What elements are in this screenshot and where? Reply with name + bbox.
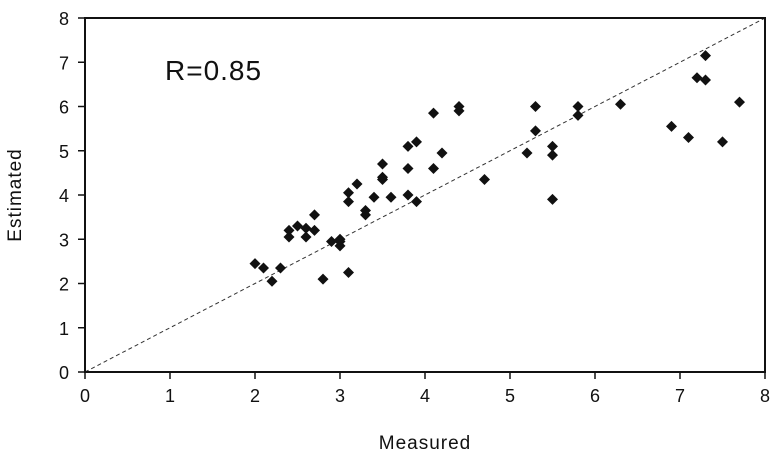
data-point [377, 171, 388, 183]
data-point [700, 74, 711, 86]
data-point [326, 235, 337, 247]
data-point [411, 136, 422, 148]
x-axis-title: Measured [379, 433, 472, 454]
x-tick-label: 2 [250, 386, 260, 406]
data-point [479, 174, 490, 186]
reference-line-layer [84, 17, 766, 373]
y-tick-label: 6 [59, 98, 69, 118]
data-point [343, 196, 354, 208]
reference-line [84, 17, 766, 373]
data-point [402, 140, 414, 152]
data-point [309, 209, 320, 221]
data-point [572, 109, 584, 121]
data-point [428, 107, 439, 119]
data-point [402, 189, 414, 201]
correlation-annotation: R=0.85 [165, 55, 262, 86]
y-axis-ticks: 0 1 2 3 4 5 6 7 8 [59, 9, 85, 383]
y-tick-label: 8 [59, 9, 69, 29]
data-point [615, 98, 626, 110]
y-tick-label: 4 [59, 186, 69, 206]
x-tick-label: 8 [760, 386, 770, 406]
data-point [436, 147, 448, 159]
data-point [300, 222, 312, 234]
data-point [547, 140, 558, 152]
data-point [334, 233, 346, 245]
data-point [402, 162, 414, 174]
data-point [547, 149, 558, 161]
data-point [343, 266, 354, 278]
data-point [453, 101, 465, 112]
data-point [521, 147, 533, 159]
data-point [530, 101, 541, 112]
x-tick-label: 1 [165, 386, 175, 406]
data-point [317, 273, 329, 285]
data-point [258, 262, 269, 274]
data-point [691, 72, 703, 84]
data-point [377, 158, 388, 170]
x-axis-ticks: 0 1 2 3 4 5 6 7 8 [80, 372, 770, 406]
data-point [292, 220, 303, 232]
x-tick-label: 4 [420, 386, 430, 406]
data-point [717, 136, 728, 148]
data-point [360, 204, 371, 216]
data-point [683, 131, 694, 143]
x-tick-label: 7 [675, 386, 685, 406]
y-tick-label: 1 [59, 319, 69, 339]
x-tick-label: 0 [80, 386, 90, 406]
x-tick-label: 6 [590, 386, 600, 406]
y-tick-label: 2 [59, 275, 69, 295]
y-tick-label: 3 [59, 230, 69, 250]
y-tick-label: 0 [59, 363, 69, 383]
data-point [700, 50, 711, 62]
y-axis-title: Estimated [5, 148, 26, 241]
data-point [283, 224, 295, 236]
data-point [428, 162, 439, 174]
data-point [547, 193, 558, 205]
data-point [572, 101, 584, 112]
data-point [343, 187, 354, 199]
data-point [411, 196, 422, 208]
data-point [283, 231, 295, 243]
data-point [530, 125, 541, 137]
data-point [666, 120, 677, 132]
y-tick-label: 5 [59, 142, 69, 162]
data-point [249, 258, 261, 270]
data-point [351, 178, 363, 190]
y-tick-label: 7 [59, 53, 69, 73]
x-tick-label: 3 [335, 386, 345, 406]
data-point [368, 191, 380, 203]
data-point [275, 262, 286, 274]
data-points-layer [249, 50, 745, 287]
data-point [266, 275, 278, 287]
data-point [300, 231, 312, 243]
data-point [385, 191, 397, 203]
data-point [309, 224, 320, 236]
data-point [734, 96, 745, 108]
x-tick-label: 5 [505, 386, 515, 406]
